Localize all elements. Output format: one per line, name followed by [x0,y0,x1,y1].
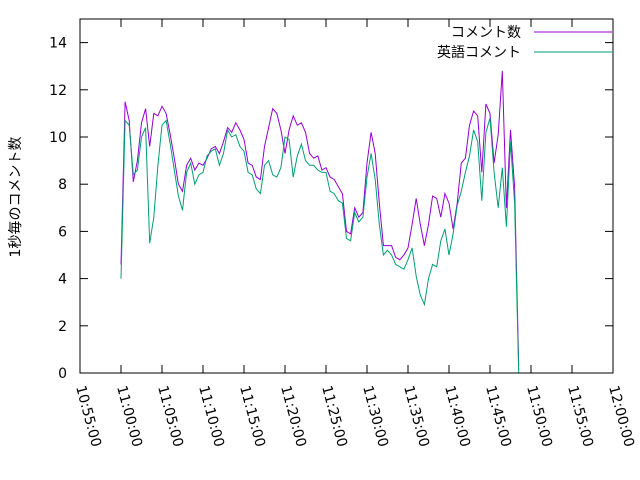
y-tick-label: 2 [58,319,67,335]
series-line [120,117,520,374]
y-tick-labels: 0 2 4 6 8 10 12 14 [49,36,67,382]
x-tick-label: 11:15:00 [236,384,268,449]
x-tick-label: 11:40:00 [441,384,473,449]
y-tick-label: 14 [49,36,67,52]
y-tick-label: 6 [58,224,67,240]
series-line [120,70,520,366]
x-tick-label: 11:00:00 [113,384,145,449]
x-tick-label: 12:00:00 [605,384,637,449]
x-tick-label: 11:20:00 [277,384,309,449]
x-tick-label: 11:25:00 [318,384,350,449]
x-tick-labels: 10:55:00 11:00:00 11:05:00 11:10:00 11:15:00… [72,384,637,449]
y-tick-label: 12 [49,83,67,99]
x-tick-label: 11:55:00 [564,384,596,449]
x-tick-label: 10:55:00 [72,384,104,449]
plot-frame [79,18,614,374]
x-tick-label: 11:45:00 [482,384,514,449]
legend-label: コメント数 [451,25,521,41]
x-tick-label: 11:50:00 [523,384,555,449]
series-lines [120,70,520,374]
x-tick-label: 11:30:00 [359,384,391,449]
legend-label: 英語コメント [437,44,521,61]
y-tick-label: 4 [58,272,67,288]
tick-marks [79,19,614,374]
x-tick-label: 11:35:00 [400,384,432,449]
y-tick-label: 10 [49,130,67,146]
y-tick-label: 0 [58,366,67,382]
y-axis-label: 1秒毎のコメント数 [8,137,24,258]
x-tick-label: 11:05:00 [154,384,186,449]
y-tick-label: 8 [58,177,67,193]
x-tick-label: 11:10:00 [195,384,227,449]
